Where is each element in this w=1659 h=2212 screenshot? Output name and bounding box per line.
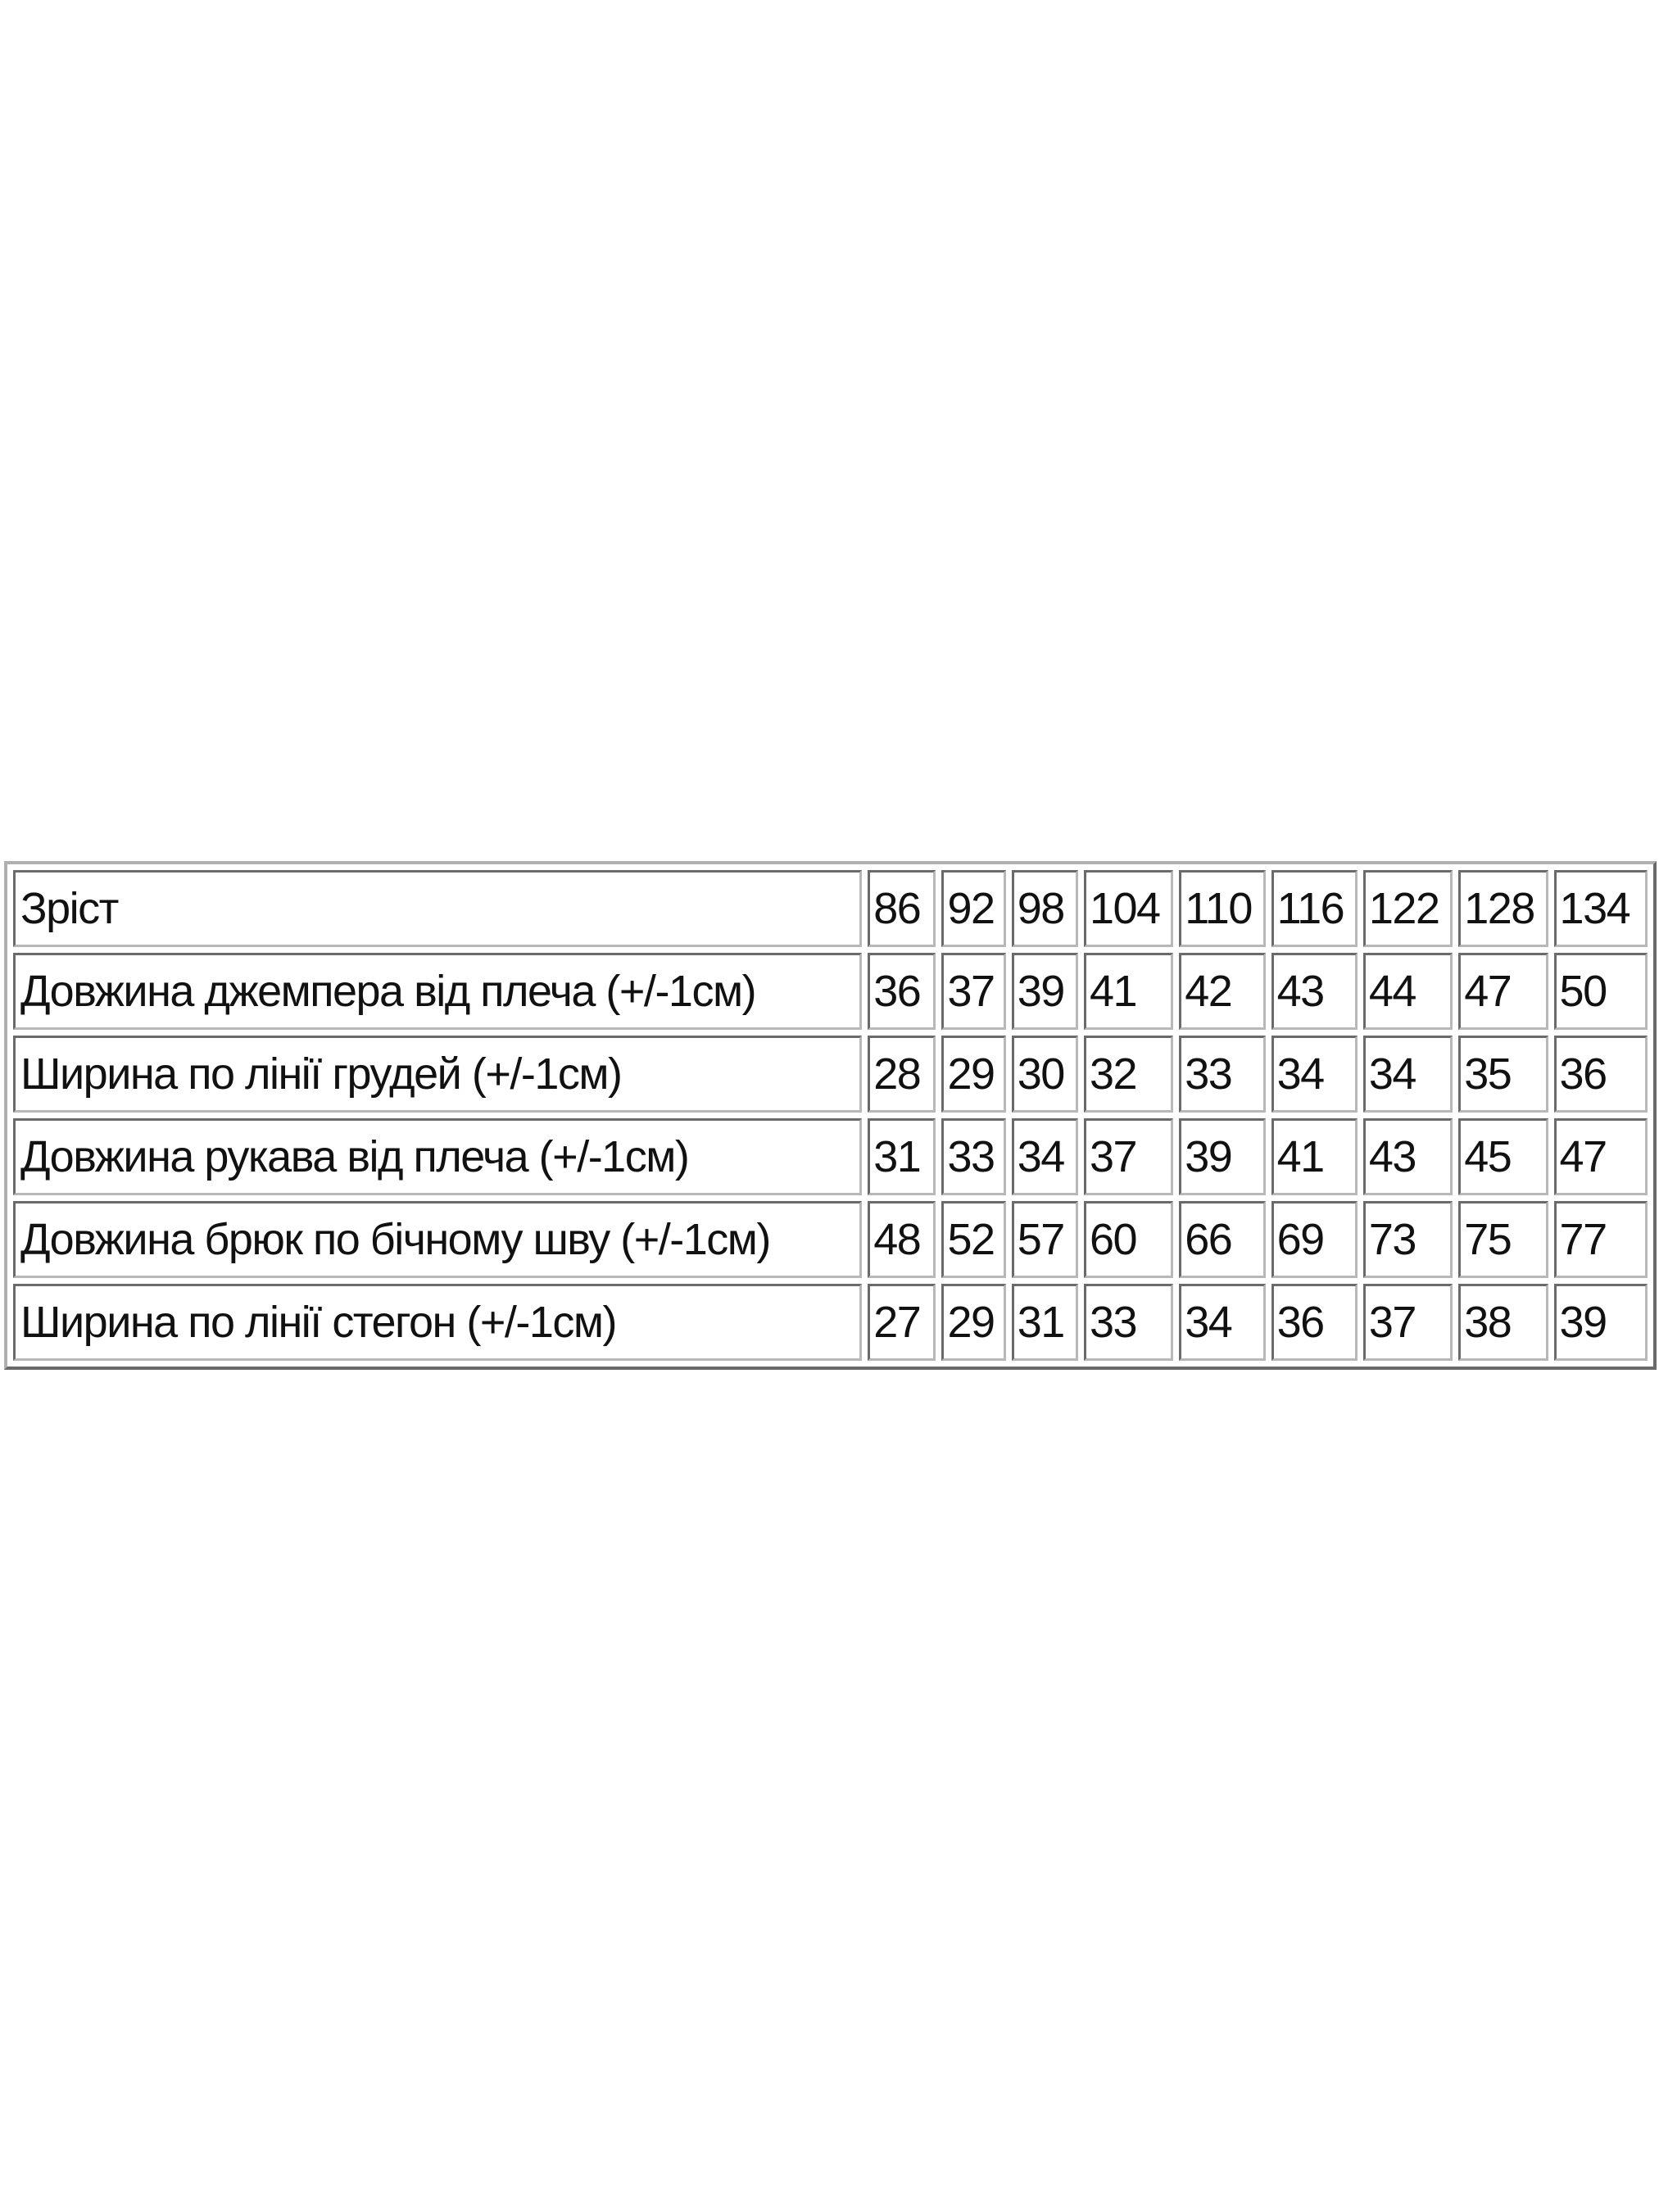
table-cell: 98 <box>1011 870 1078 947</box>
table-cell: 50 <box>1553 953 1648 1030</box>
header-row: Зріст 86 92 98 104 110 116 122 128 134 <box>13 870 1648 947</box>
row-label: Довжина рукава від плеча (+/-1см) <box>13 1118 863 1195</box>
table-cell: 34 <box>1362 1036 1453 1113</box>
table-cell: 37 <box>941 953 1006 1030</box>
table-cell: 28 <box>868 1036 936 1113</box>
table-cell: 57 <box>1011 1201 1078 1278</box>
table-cell: 33 <box>1083 1284 1174 1361</box>
table-cell: 27 <box>868 1284 936 1361</box>
table-cell: 104 <box>1083 870 1174 947</box>
table-cell: 33 <box>941 1118 1006 1195</box>
table-cell: 29 <box>941 1036 1006 1113</box>
table-cell: 34 <box>1011 1118 1078 1195</box>
table-row: Довжина джемпера від плеча (+/-1см) 36 37 3… <box>13 953 1648 1030</box>
row-label: Довжина брюк по бічному шву (+/-1см) <box>13 1201 863 1278</box>
table-cell: 86 <box>868 870 936 947</box>
table-cell: 41 <box>1271 1118 1358 1195</box>
table-cell: 134 <box>1553 870 1648 947</box>
table-cell: 60 <box>1083 1201 1174 1278</box>
table-cell: 39 <box>1011 953 1078 1030</box>
table-cell: 34 <box>1271 1036 1358 1113</box>
table-cell: 36 <box>1553 1036 1648 1113</box>
table-cell: 39 <box>1553 1284 1648 1361</box>
table-cell: 33 <box>1179 1036 1266 1113</box>
table-cell: 122 <box>1362 870 1453 947</box>
table-cell: 77 <box>1553 1201 1648 1278</box>
table-row: Довжина рукава від плеча (+/-1см) 31 33 34 3… <box>13 1118 1648 1195</box>
table-row: Ширина по лінії стегон (+/-1см) 27 29 31 33 3… <box>13 1284 1648 1361</box>
table-cell: 69 <box>1271 1201 1358 1278</box>
table-row: Ширина по лінії грудей (+/-1см) 28 29 30 32 3… <box>13 1036 1648 1113</box>
table-cell: 29 <box>941 1284 1006 1361</box>
row-label: Зріст <box>13 870 863 947</box>
table-cell: 66 <box>1179 1201 1266 1278</box>
table-cell: 44 <box>1362 953 1453 1030</box>
table-cell: 31 <box>868 1118 936 1195</box>
table-cell: 32 <box>1083 1036 1174 1113</box>
table-cell: 31 <box>1011 1284 1078 1361</box>
table-cell: 48 <box>868 1201 936 1278</box>
table-cell: 128 <box>1458 870 1548 947</box>
table-cell: 116 <box>1271 870 1358 947</box>
table-cell: 47 <box>1458 953 1548 1030</box>
table-cell: 43 <box>1362 1118 1453 1195</box>
size-chart-table: Зріст 86 92 98 104 110 116 122 128 134 Довжина дже… <box>4 861 1657 1370</box>
table-cell: 30 <box>1011 1036 1078 1113</box>
table-row: Довжина брюк по бічному шву (+/-1см) 48 52… <box>13 1201 1648 1278</box>
table-cell: 36 <box>1271 1284 1358 1361</box>
table-cell: 73 <box>1362 1201 1453 1278</box>
table-cell: 34 <box>1179 1284 1266 1361</box>
table-cell: 47 <box>1553 1118 1648 1195</box>
table-cell: 52 <box>941 1201 1006 1278</box>
table-cell: 41 <box>1083 953 1174 1030</box>
table-cell: 45 <box>1458 1118 1548 1195</box>
table-cell: 37 <box>1083 1118 1174 1195</box>
table-cell: 75 <box>1458 1201 1548 1278</box>
table-cell: 38 <box>1458 1284 1548 1361</box>
row-label: Ширина по лінії грудей (+/-1см) <box>13 1036 863 1113</box>
table-cell: 39 <box>1179 1118 1266 1195</box>
table-cell: 110 <box>1179 870 1266 947</box>
table-cell: 42 <box>1179 953 1266 1030</box>
table-cell: 37 <box>1362 1284 1453 1361</box>
table-cell: 43 <box>1271 953 1358 1030</box>
table-cell: 35 <box>1458 1036 1548 1113</box>
row-label: Довжина джемпера від плеча (+/-1см) <box>13 953 863 1030</box>
table-cell: 92 <box>941 870 1006 947</box>
row-label: Ширина по лінії стегон (+/-1см) <box>13 1284 863 1361</box>
table-cell: 36 <box>868 953 936 1030</box>
